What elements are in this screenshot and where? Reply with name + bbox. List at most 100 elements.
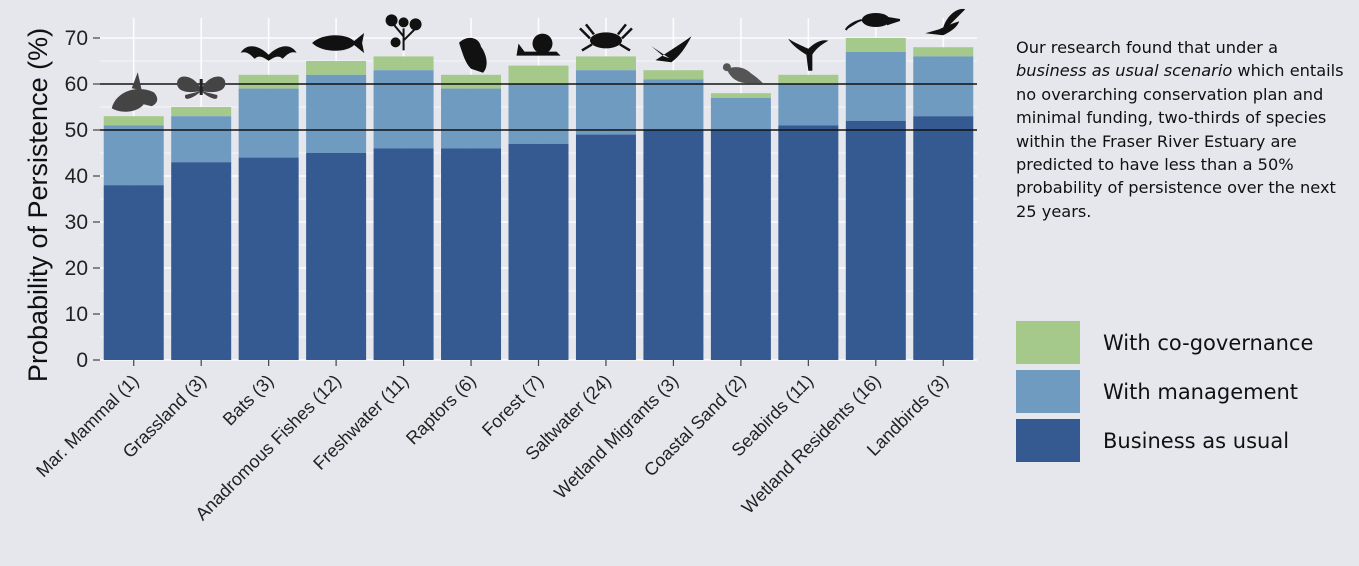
bars <box>103 38 974 361</box>
bar-segment-management <box>845 51 906 121</box>
stem <box>392 23 417 51</box>
legend-swatch-management <box>1016 370 1080 413</box>
sandpiper-body <box>726 67 763 84</box>
y-tick-label: 0 <box>76 349 88 372</box>
bar-segment-co-governance <box>508 65 569 84</box>
wing <box>201 76 226 93</box>
x-tick-label: Forest (7) <box>478 371 547 440</box>
bar-segment-business-as-usual <box>306 153 367 360</box>
hummingbird-icon <box>925 8 966 36</box>
x-tick-label: Bats (3) <box>219 371 278 430</box>
legend-item-management: With management <box>1016 367 1313 416</box>
x-tick-label: Mar. Mammal (1) <box>32 371 142 481</box>
bar-segment-management <box>306 74 367 153</box>
butterfly-icon <box>177 76 226 99</box>
legend-label: With co-governance <box>1103 330 1314 355</box>
bird-shape <box>651 36 692 63</box>
orca-icon <box>111 72 158 112</box>
bar-segment-management <box>373 70 434 149</box>
bar-segment-business-as-usual <box>913 116 974 360</box>
category-icons <box>111 8 966 112</box>
raptor-icon <box>459 37 487 73</box>
bar-segment-co-governance <box>913 47 974 57</box>
shrew-body <box>861 13 890 27</box>
bar-segment-management <box>575 70 636 135</box>
bar-segment-co-governance <box>575 56 636 71</box>
bat-shape <box>240 46 297 61</box>
leaf <box>390 37 401 48</box>
bar-segment-co-governance <box>441 74 502 89</box>
y-axis-ticks: 0 10 20 30 40 50 60 70 <box>65 27 100 372</box>
legend-swatch-business-as-usual <box>1016 419 1080 462</box>
cormorant-shape <box>788 38 829 71</box>
bar-segment-management <box>913 56 974 117</box>
x-tick-label: Wetland Residents (16) <box>738 371 885 518</box>
bat-icon <box>240 46 297 61</box>
bar-segment-co-governance <box>238 74 299 89</box>
bar-segment-management <box>508 84 569 144</box>
bar-segment-business-as-usual <box>845 120 906 360</box>
bar-segment-business-as-usual <box>441 148 502 360</box>
bar-segment-co-governance <box>373 56 434 71</box>
bar-segment-business-as-usual <box>710 130 771 360</box>
fish-icon <box>312 33 365 53</box>
bar-segment-management <box>710 97 771 130</box>
y-tick-label: 30 <box>65 211 88 234</box>
bar-segment-management <box>103 125 164 186</box>
x-tick-label: Wetland Migrants (3) <box>550 371 682 503</box>
bar-segment-co-governance <box>845 38 906 52</box>
y-tick-label: 20 <box>65 257 88 280</box>
bar-segment-management <box>171 116 232 163</box>
legend-swatch-co-governance <box>1016 321 1080 364</box>
legend-item-business-as-usual: Business as usual <box>1016 416 1313 465</box>
bar-segment-co-governance <box>306 61 367 75</box>
head <box>722 63 731 72</box>
bar-segment-business-as-usual <box>778 125 839 361</box>
bar-segment-co-governance <box>778 74 839 84</box>
foot <box>516 43 561 56</box>
wing <box>177 76 202 93</box>
bar-segment-co-governance <box>710 93 771 98</box>
snail-icon <box>516 33 561 56</box>
sandpiper-icon <box>722 63 763 84</box>
leaf <box>409 18 422 31</box>
wing <box>943 8 966 28</box>
orca-body <box>111 89 158 112</box>
x-tick-label: Raptors (6) <box>402 371 480 449</box>
bar-segment-management <box>441 88 502 149</box>
legend-item-co-governance: With co-governance <box>1016 318 1313 367</box>
y-tick-label: 50 <box>65 119 88 142</box>
legend-label: With management <box>1103 379 1299 404</box>
legs <box>579 23 633 52</box>
y-tick-label: 40 <box>65 165 88 188</box>
x-axis-ticks: Mar. Mammal (1)Grassland (3) Bats (3)Anad… <box>32 360 952 524</box>
bird-flying-icon <box>651 36 692 63</box>
bar-segment-business-as-usual <box>238 157 299 360</box>
description-panel: Our research found that under a business… <box>1016 36 1351 223</box>
bar-segment-business-as-usual <box>575 134 636 360</box>
bar-segment-business-as-usual <box>373 148 434 360</box>
snout-tail <box>844 16 901 31</box>
raptor-shape <box>459 37 487 73</box>
crab-icon <box>579 23 633 52</box>
stacked-bar-chart: 0 10 20 30 40 50 60 70 Mar. Mammal (1)Grassland… <box>23 8 977 524</box>
leaf <box>398 17 409 28</box>
bar-segment-co-governance <box>643 70 704 80</box>
y-tick-label: 10 <box>65 303 88 326</box>
legend-label: Business as usual <box>1103 428 1290 453</box>
bar-segment-management <box>643 79 704 130</box>
shrew-icon <box>844 13 901 31</box>
shell <box>532 33 553 54</box>
emphasis-text: business as usual scenario <box>1016 61 1233 81</box>
bar-segment-co-governance <box>171 107 232 117</box>
bar-segment-business-as-usual <box>171 162 232 360</box>
body <box>199 79 203 95</box>
bar-segment-management <box>238 88 299 158</box>
hummingbird-body <box>925 21 960 36</box>
y-axis-label: Probability of Persistence (%) <box>23 28 53 382</box>
y-tick-label: 60 <box>65 73 88 96</box>
bar-segment-business-as-usual <box>643 130 704 360</box>
legend: With co-governance With management Busin… <box>1016 318 1313 465</box>
hindwing <box>184 91 218 99</box>
fish-shape <box>312 33 365 53</box>
